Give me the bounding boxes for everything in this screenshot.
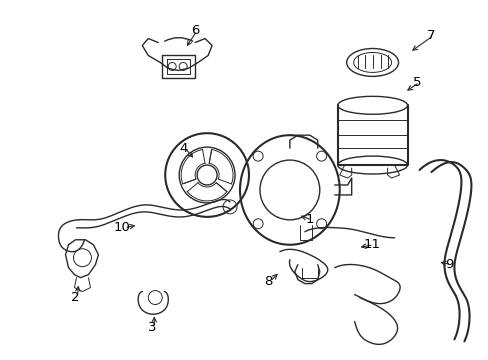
Text: 7: 7 <box>427 29 435 42</box>
Text: 1: 1 <box>305 213 313 226</box>
Text: 4: 4 <box>179 141 187 155</box>
Text: 3: 3 <box>148 321 156 334</box>
Text: 2: 2 <box>71 291 80 304</box>
Text: 11: 11 <box>363 238 379 251</box>
Text: 6: 6 <box>190 24 199 37</box>
Text: 8: 8 <box>263 275 271 288</box>
Text: 9: 9 <box>444 258 453 271</box>
Text: 5: 5 <box>412 76 421 89</box>
Text: 10: 10 <box>114 221 130 234</box>
